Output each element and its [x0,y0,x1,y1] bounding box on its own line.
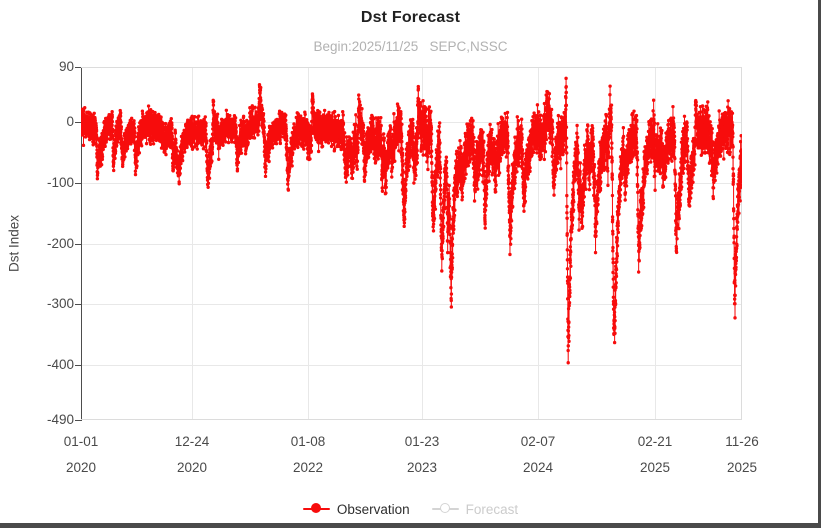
y-tick-label: -400 [46,357,74,372]
y-axis-tick [75,244,81,245]
x-tick-year: 2020 [176,460,208,475]
observation-marker-icon [302,503,330,515]
plot-area [81,67,742,421]
chart-title: Dst Forecast [360,9,461,26]
x-tick-year: 2025 [726,460,758,475]
forecast-marker-icon [431,503,459,515]
x-tick-label: 01-01 2020 [39,434,123,476]
y-tick-label: 90 [58,59,74,74]
chart-subtitle: Begin:2025/11/25 SEPC,NSSC [313,39,508,54]
y-tick-label: -490 [46,412,74,427]
legend-label-forecast: Forecast [465,501,519,517]
x-tick-date: 11-26 [725,434,759,449]
forecast-marker-dot [439,503,450,513]
y-tick-label: -200 [46,236,74,251]
legend-label-observation: Observation [336,501,410,517]
y-tick-label: -300 [46,296,74,311]
y-axis-tick [75,304,81,305]
x-tick-label: 02-07 2024 [496,434,580,476]
x-tick-year: 2022 [292,460,324,475]
x-tick-label: 01-08 2022 [266,434,350,476]
x-tick-year: 2020 [65,460,97,475]
x-tick-label: 01-23 2023 [380,434,464,476]
observation-marker-dot [310,503,321,513]
x-tick-date: 02-21 [637,434,673,449]
x-tick-year: 2025 [639,460,671,475]
x-tick-label: 02-21 2025 [613,434,697,476]
x-tick-date: 01-08 [290,434,326,449]
y-axis-tick [75,365,81,366]
y-tick-label: 0 [66,114,74,129]
y-axis-tick [75,183,81,184]
dst-plot-canvas[interactable] [81,68,742,421]
y-tick-label: -100 [46,175,74,190]
window-frame-right [818,0,821,528]
x-tick-year: 2024 [522,460,554,475]
x-tick-year: 2023 [406,460,438,475]
x-tick-date: 01-01 [63,434,99,449]
legend-item-observation[interactable]: Observation [302,501,410,517]
legend: Observation Forecast [0,497,821,521]
x-tick-date: 12-24 [174,434,210,449]
x-tick-label: 11-26 2025 [700,434,784,476]
x-tick-label: 12-24 2020 [150,434,234,476]
legend-item-forecast[interactable]: Forecast [431,501,519,517]
y-axis-tick [75,122,81,123]
x-tick-date: 01-23 [404,434,440,449]
x-tick-date: 02-07 [520,434,556,449]
y-axis-tick [75,420,81,421]
y-axis-tick [75,67,81,68]
window-frame-bottom [0,523,821,528]
